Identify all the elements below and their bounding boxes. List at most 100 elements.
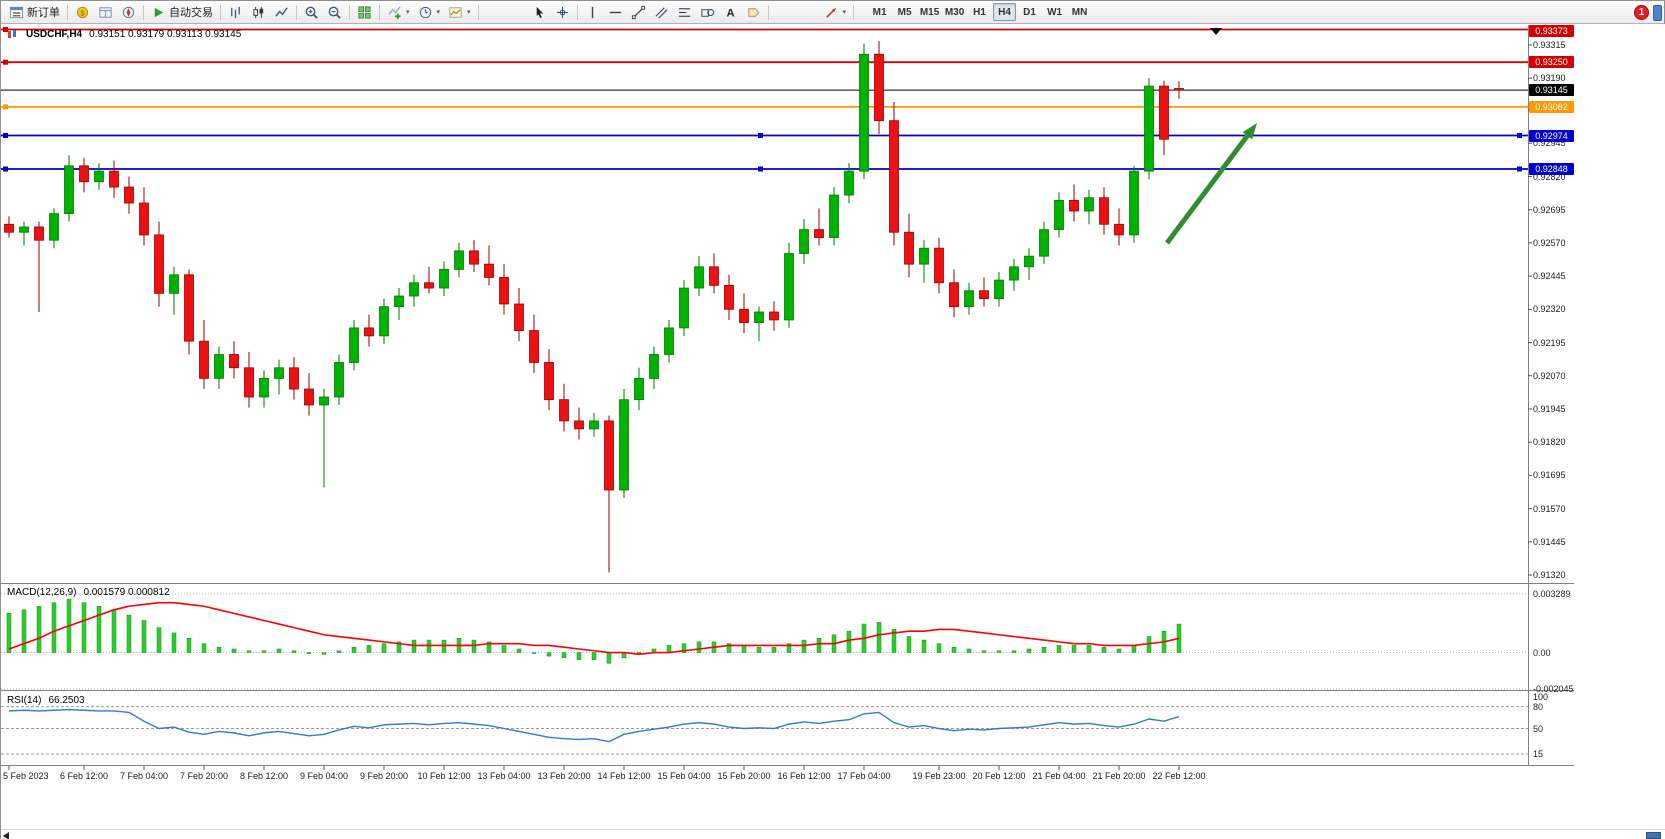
timeframe-d1-button[interactable]: D1 bbox=[1023, 6, 1036, 18]
macd-axis-label: -0.002045 bbox=[1533, 684, 1574, 694]
periods-button[interactable]: ▾ bbox=[414, 2, 445, 22]
shapes-button[interactable] bbox=[696, 2, 719, 22]
rsi-label: RSI(14) bbox=[7, 695, 42, 706]
navigator-icon bbox=[121, 5, 136, 20]
tile-windows-button[interactable] bbox=[353, 2, 376, 22]
label-icon bbox=[746, 5, 761, 20]
bar-chart-icon bbox=[228, 5, 243, 20]
time-axis-label: 7 Feb 04:00 bbox=[119, 771, 169, 781]
chart-area[interactable]: USDCHF,H4 0.93151 0.93179 0.93113 0.9314… bbox=[1, 24, 1665, 829]
timeframe-mn-button[interactable]: MN bbox=[1071, 6, 1088, 18]
timeframe-h4-button[interactable]: H4 bbox=[993, 3, 1017, 21]
hline-price-tag[interactable]: 0.93373 bbox=[1529, 25, 1574, 37]
timeframe-m30-button[interactable]: M30 bbox=[944, 6, 965, 18]
time-axis-label: 15 Feb 20:00 bbox=[717, 771, 771, 781]
hline-price-tag[interactable]: 0.93082 bbox=[1529, 100, 1574, 113]
time-axis-label: 20 Feb 12:00 bbox=[972, 771, 1026, 781]
timeframe-m5-button[interactable]: M5 bbox=[897, 6, 912, 18]
bar-chart-button[interactable] bbox=[224, 2, 247, 22]
toolbar-corner-button[interactable] bbox=[1653, 4, 1662, 21]
autotrade-button[interactable]: 自动交易 bbox=[147, 2, 217, 22]
timeframe-m15-button[interactable]: M15 bbox=[919, 6, 940, 18]
hline-price-tag[interactable]: 0.92848 bbox=[1529, 163, 1574, 175]
timeframe-w1-button[interactable]: W1 bbox=[1047, 6, 1063, 18]
channel-button[interactable] bbox=[650, 2, 673, 22]
toolbar-separator bbox=[296, 4, 297, 20]
time-axis-label: 9 Feb 04:00 bbox=[299, 771, 349, 781]
time-axis-label: 10 Feb 12:00 bbox=[417, 771, 471, 781]
data-window-button[interactable] bbox=[94, 2, 117, 22]
rsi-value: 66.2503 bbox=[48, 695, 85, 706]
chart-canvas[interactable] bbox=[1, 25, 1601, 795]
new-order-label: 新订单 bbox=[27, 7, 60, 19]
macd-label: MACD(12,26,9) bbox=[7, 587, 77, 598]
macd-values: 0.001579 0.000812 bbox=[83, 587, 170, 598]
time-axis-label: 7 Feb 20:00 bbox=[179, 771, 229, 781]
fibonacci-button[interactable] bbox=[673, 2, 696, 22]
new-order-button[interactable]: 新订单 bbox=[5, 2, 64, 22]
price-tick-label: 0.92445 bbox=[1533, 271, 1566, 282]
line-chart-button[interactable] bbox=[270, 2, 293, 22]
channel-icon bbox=[654, 5, 669, 20]
scrollbar-thumb[interactable] bbox=[1646, 832, 1661, 839]
text-button[interactable]: A bbox=[719, 2, 742, 22]
trendline-icon bbox=[631, 5, 646, 20]
data-window-icon bbox=[98, 5, 113, 20]
price-tick-label: 0.91445 bbox=[1533, 536, 1566, 547]
templates-icon bbox=[448, 5, 463, 20]
rsi-axis-label: 80 bbox=[1533, 701, 1544, 712]
hline-price-tag[interactable]: 0.93250 bbox=[1529, 56, 1574, 69]
templates-button[interactable]: ▾ bbox=[444, 2, 475, 22]
indicators-button[interactable]: ▾ bbox=[383, 2, 414, 22]
autotrade-label: 自动交易 bbox=[169, 7, 213, 19]
zoom-in-button[interactable] bbox=[300, 2, 323, 22]
price-tick-label: 0.92070 bbox=[1533, 370, 1566, 381]
macd-histogram bbox=[6, 598, 1182, 664]
crosshair-icon bbox=[555, 5, 570, 20]
vertical-line-icon bbox=[585, 5, 600, 20]
macd-signal-line bbox=[8, 601, 1180, 656]
price-tick-label: 0.92945 bbox=[1533, 138, 1566, 149]
crosshair-button[interactable] bbox=[551, 2, 574, 22]
toolbar-separator bbox=[853, 4, 855, 20]
timeframe-h1-button[interactable]: H1 bbox=[973, 6, 986, 18]
price-tick-label: 0.92320 bbox=[1533, 304, 1566, 315]
price-tick-label: 0.92570 bbox=[1533, 237, 1566, 248]
ohlc-values: 0.93151 0.93179 0.93113 0.93145 bbox=[89, 29, 242, 40]
time-axis-label: 14 Feb 12:00 bbox=[597, 771, 651, 781]
timeframe-m1-button[interactable]: M1 bbox=[872, 6, 887, 18]
time-axis-label: 21 Feb 20:00 bbox=[1092, 771, 1146, 781]
chevron-down-icon: ▾ bbox=[406, 9, 410, 16]
toolbar-separator bbox=[220, 4, 221, 20]
hline-price-tag[interactable]: 0.92974 bbox=[1529, 129, 1574, 142]
navigator-button[interactable] bbox=[117, 2, 140, 22]
market-watch-button[interactable]: $ bbox=[71, 2, 94, 22]
rsi-line bbox=[8, 708, 1180, 743]
time-axis-label: 21 Feb 04:00 bbox=[1032, 771, 1086, 781]
shapes-icon bbox=[700, 5, 715, 20]
scroll-left-arrow-icon[interactable] bbox=[3, 832, 9, 839]
trendline-button[interactable] bbox=[627, 2, 650, 22]
toolbar-separator bbox=[67, 4, 68, 20]
zoom-out-button[interactable] bbox=[323, 2, 346, 22]
indicators-icon bbox=[387, 5, 402, 20]
cursor-button[interactable] bbox=[528, 2, 551, 22]
candle-chart-button[interactable] bbox=[247, 2, 270, 22]
time-axis-label: 19 Feb 23:00 bbox=[912, 771, 966, 781]
macd-axis-label: 0.003289 bbox=[1533, 589, 1571, 599]
horizontal-line-button[interactable] bbox=[604, 2, 627, 22]
vertical-line-button[interactable] bbox=[581, 2, 604, 22]
time-axis-label: 13 Feb 04:00 bbox=[477, 771, 531, 781]
current-price-tag: 0.93145 bbox=[1529, 84, 1574, 97]
horizontal-scrollbar[interactable] bbox=[1, 829, 1665, 839]
arrows-button[interactable]: ▾ bbox=[820, 2, 851, 22]
new-order-icon bbox=[9, 5, 24, 20]
line-chart-icon bbox=[274, 5, 289, 20]
label-button[interactable] bbox=[742, 2, 765, 22]
notification-badge[interactable]: 1 bbox=[1634, 5, 1649, 20]
time-axis-label: 9 Feb 20:00 bbox=[359, 771, 409, 781]
toolbar-separator bbox=[143, 4, 144, 20]
chart-symbol-icon bbox=[7, 29, 19, 40]
zoom-out-icon bbox=[327, 5, 342, 20]
